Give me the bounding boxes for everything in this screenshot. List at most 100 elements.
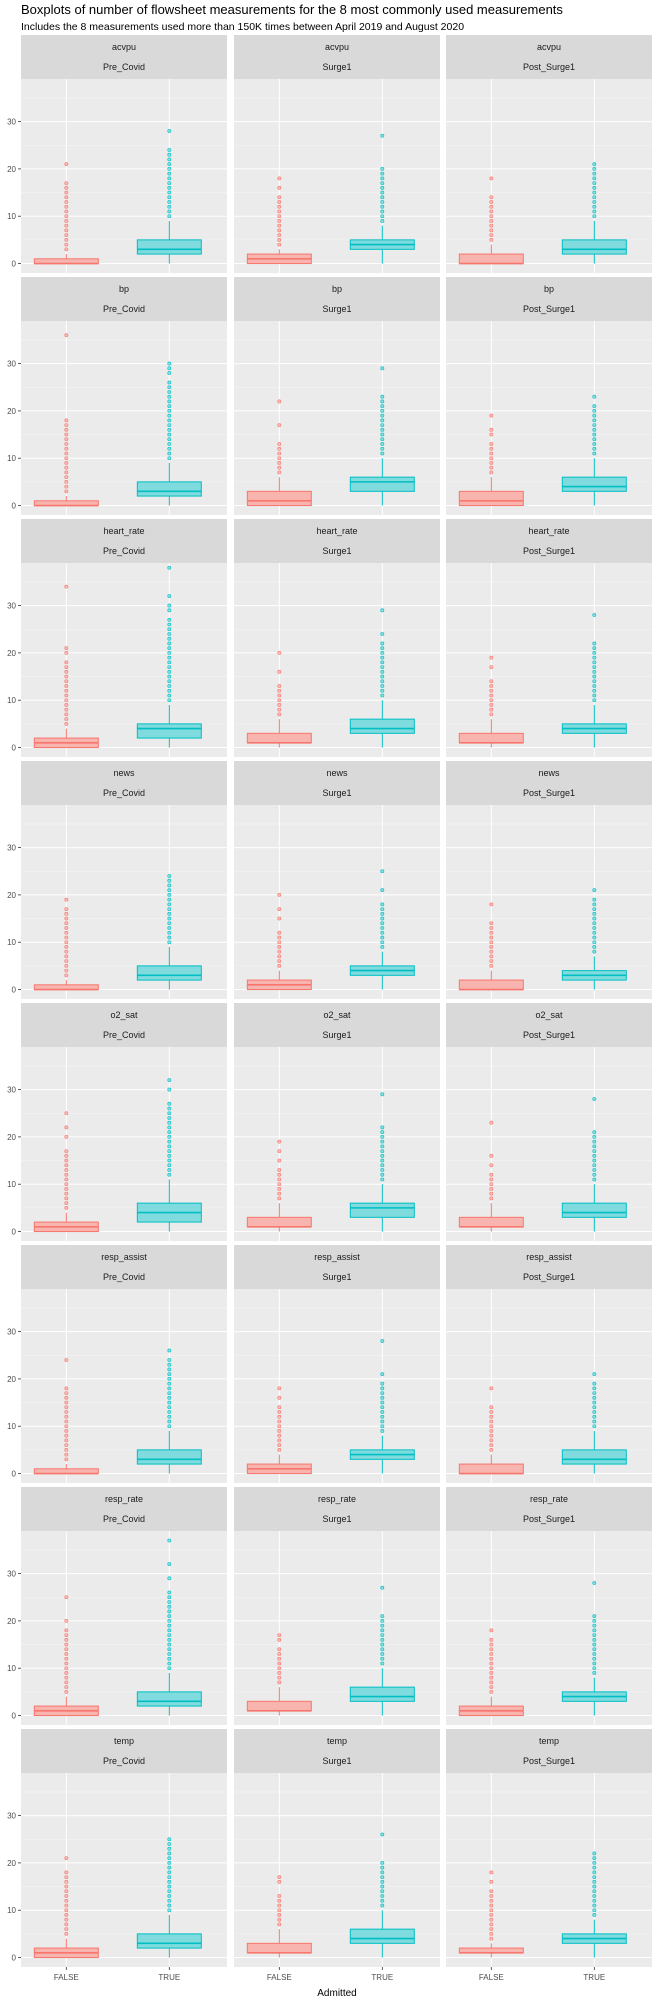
outlier-point-false xyxy=(64,945,69,949)
outlier-point-true xyxy=(167,684,172,688)
y-tick-label: 30 xyxy=(7,1086,16,1095)
outlier-point-true xyxy=(167,1600,172,1604)
outlier-point-true xyxy=(592,190,597,195)
outlier-point-false xyxy=(64,1595,69,1600)
outlier-point-false xyxy=(489,930,494,935)
outlier-point-true xyxy=(167,1538,172,1543)
outlier-point-false xyxy=(277,1666,282,1671)
outlier-point-true xyxy=(592,916,597,921)
outlier-point-false xyxy=(277,1414,282,1419)
outlier-point-true xyxy=(592,651,597,655)
outlier-point-true xyxy=(380,1637,385,1642)
outlier-point-true xyxy=(167,1120,172,1125)
outlier-point-true xyxy=(592,1861,597,1865)
outlier-point-false xyxy=(489,1386,494,1391)
box-true xyxy=(136,723,202,739)
outlier-point-false xyxy=(64,1201,69,1206)
outlier-point-false xyxy=(277,1671,282,1675)
strip-label-measurement: news xyxy=(113,768,135,778)
outlier-point-false xyxy=(64,1457,69,1462)
outlier-point-false xyxy=(277,1395,282,1400)
outlier-point-false xyxy=(277,219,282,223)
outlier-point-true xyxy=(167,617,172,622)
outlier-point-false xyxy=(64,926,69,930)
outlier-point-false xyxy=(64,432,69,437)
outlier-point-true xyxy=(380,446,385,451)
outlier-point-true xyxy=(592,1386,597,1391)
outlier-point-true xyxy=(592,427,597,432)
outlier-point-false xyxy=(277,223,282,228)
outlier-point-true xyxy=(592,1391,597,1395)
outlier-point-true xyxy=(380,1135,385,1139)
outlier-point-true xyxy=(592,1372,597,1377)
outlier-point-true xyxy=(592,669,597,674)
strip-background xyxy=(21,761,227,805)
outlier-point-false xyxy=(277,1177,282,1182)
outlier-point-false xyxy=(277,1386,282,1391)
facet-panel-resp_assist-Pre_Covid: resp_assist Pre_Covid 0 10 20 30 xyxy=(7,1245,227,1483)
outlier-point-true xyxy=(167,921,172,926)
outlier-point-true xyxy=(380,1898,385,1903)
outlier-point-true xyxy=(592,674,597,679)
outlier-point-false xyxy=(64,479,69,484)
outlier-point-false xyxy=(64,333,69,338)
outlier-point-true xyxy=(167,1139,172,1144)
outlier-point-true xyxy=(592,1879,597,1884)
outlier-point-false xyxy=(64,237,69,242)
outlier-point-true xyxy=(592,888,597,893)
outlier-point-true xyxy=(592,902,597,907)
outlier-point-false xyxy=(64,660,69,665)
outlier-point-false xyxy=(277,945,282,949)
outlier-point-true xyxy=(592,684,597,688)
outlier-point-true xyxy=(167,1623,172,1628)
y-tick-label: 20 xyxy=(7,1617,16,1626)
strip-background xyxy=(234,277,440,321)
outlier-point-true xyxy=(592,646,597,651)
outlier-point-true xyxy=(380,674,385,679)
outlier-point-true xyxy=(167,214,172,219)
facet-panel-o2_sat-Post_Surge1: o2_sat Post_Surge1 xyxy=(446,1003,652,1241)
outlier-point-true xyxy=(167,1144,172,1149)
outlier-point-true xyxy=(167,1619,172,1623)
y-tick-label: 20 xyxy=(7,1133,16,1142)
outlier-point-true xyxy=(167,1362,172,1367)
outlier-point-false xyxy=(64,1400,69,1405)
outlier-point-false xyxy=(489,1936,494,1941)
outlier-point-true xyxy=(380,171,385,176)
strip-label-period: Surge1 xyxy=(322,788,351,798)
facet-panel-o2_sat-Pre_Covid: o2_sat Pre_Covid 0 10 20 30 xyxy=(7,1003,227,1241)
outlier-point-false xyxy=(489,1680,494,1685)
outlier-point-true xyxy=(592,409,597,413)
outlier-point-false xyxy=(489,456,494,461)
outlier-point-false xyxy=(489,954,494,959)
outlier-point-false xyxy=(64,674,69,679)
outlier-point-true xyxy=(167,1656,172,1661)
outlier-point-false xyxy=(277,684,282,688)
outlier-point-false xyxy=(277,470,282,475)
outlier-point-true xyxy=(592,1153,597,1158)
outlier-point-true xyxy=(380,1424,385,1429)
outlier-point-true xyxy=(380,1623,385,1628)
outlier-point-true xyxy=(592,1633,597,1637)
box-true xyxy=(136,1691,202,1707)
outlier-point-true xyxy=(380,1619,385,1623)
outlier-point-false xyxy=(489,959,494,964)
outlier-point-false xyxy=(489,204,494,209)
outlier-point-true xyxy=(380,684,385,688)
outlier-point-true xyxy=(592,1851,597,1856)
outlier-point-true xyxy=(167,1386,172,1391)
strip-label-period: Pre_Covid xyxy=(103,1272,145,1282)
strip-label-measurement: o2_sat xyxy=(535,1010,563,1020)
outlier-point-true xyxy=(380,1889,385,1894)
outlier-point-true xyxy=(380,930,385,935)
outlier-point-false xyxy=(277,669,282,674)
strip-background xyxy=(21,1003,227,1047)
outlier-point-true xyxy=(592,1671,597,1675)
outlier-point-false xyxy=(64,1414,69,1419)
facet-panel-temp-Surge1: temp Surge1 FALSE TRUE xyxy=(234,1729,440,1982)
outlier-point-false xyxy=(64,959,69,964)
outlier-point-true xyxy=(167,1391,172,1395)
outlier-point-false xyxy=(64,446,69,451)
box-false xyxy=(246,1700,312,1712)
outlier-point-true xyxy=(380,1642,385,1647)
